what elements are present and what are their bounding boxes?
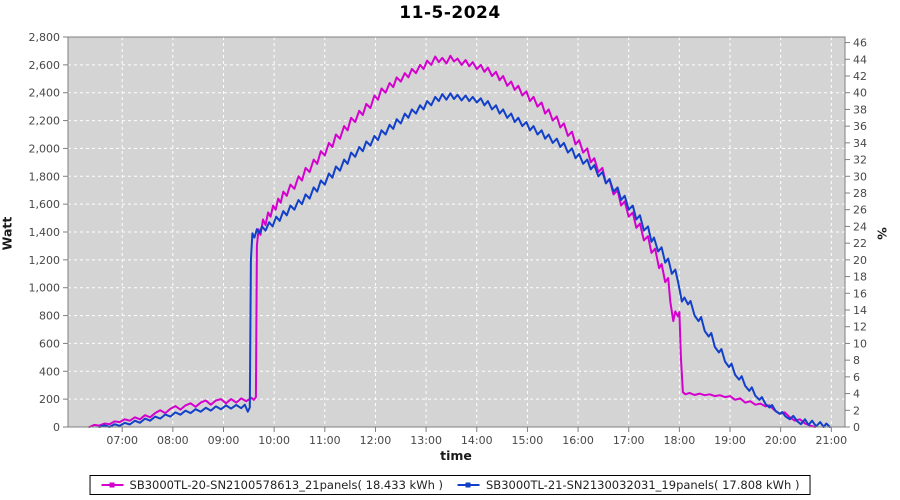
svg-text:18: 18	[853, 271, 867, 284]
svg-text:2,600: 2,600	[29, 59, 61, 72]
svg-text:2,000: 2,000	[29, 142, 61, 155]
svg-text:8: 8	[853, 354, 860, 367]
svg-text:600: 600	[39, 337, 60, 350]
svg-text:1,200: 1,200	[29, 254, 61, 267]
svg-text:1,800: 1,800	[29, 170, 61, 183]
svg-text:28: 28	[853, 187, 867, 200]
svg-text:16: 16	[853, 287, 867, 300]
svg-text:400: 400	[39, 365, 60, 378]
svg-text:16:00: 16:00	[562, 434, 594, 447]
svg-text:2,200: 2,200	[29, 115, 61, 128]
svg-text:22: 22	[853, 237, 867, 250]
svg-text:07:00: 07:00	[106, 434, 138, 447]
svg-text:4: 4	[853, 388, 860, 401]
series1-line-marker-icon	[101, 482, 124, 488]
svg-text:26: 26	[853, 204, 867, 217]
svg-text:46: 46	[853, 37, 867, 50]
svg-text:38: 38	[853, 103, 867, 116]
svg-text:36: 36	[853, 120, 867, 133]
svg-text:2,800: 2,800	[29, 31, 61, 44]
svg-text:0: 0	[53, 421, 60, 434]
y-axis-label-watt: Watt	[0, 216, 15, 251]
svg-text:11:00: 11:00	[309, 434, 341, 447]
svg-text:42: 42	[853, 70, 867, 83]
chart-title: 11-5-2024	[399, 3, 501, 23]
legend-label-series2: SB3000TL-21-SN2130032031_19panels( 17.80…	[486, 478, 800, 492]
svg-text:17:00: 17:00	[613, 434, 645, 447]
svg-text:2,400: 2,400	[29, 87, 61, 100]
svg-text:34: 34	[853, 137, 867, 150]
svg-text:10:00: 10:00	[258, 434, 290, 447]
svg-text:13:00: 13:00	[410, 434, 442, 447]
svg-text:6: 6	[853, 371, 860, 384]
svg-text:15:00: 15:00	[512, 434, 544, 447]
svg-text:1,400: 1,400	[29, 226, 61, 239]
legend-label-series1: SB3000TL-20-SN2100578613_21panels( 18.43…	[129, 478, 443, 492]
svg-text:14:00: 14:00	[461, 434, 493, 447]
svg-text:19:00: 19:00	[714, 434, 746, 447]
svg-text:14: 14	[853, 304, 867, 317]
legend-item-series1: SB3000TL-20-SN2100578613_21panels( 18.43…	[101, 478, 443, 492]
svg-text:21:00: 21:00	[815, 434, 847, 447]
svg-text:30: 30	[853, 170, 867, 183]
svg-text:1,000: 1,000	[29, 282, 61, 295]
svg-text:08:00: 08:00	[157, 434, 189, 447]
svg-text:20: 20	[853, 254, 867, 267]
svg-text:2: 2	[853, 404, 860, 417]
svg-text:40: 40	[853, 87, 867, 100]
series2-line-marker-icon	[458, 482, 480, 488]
svg-text:12:00: 12:00	[360, 434, 392, 447]
svg-text:44: 44	[853, 53, 867, 66]
svg-text:09:00: 09:00	[208, 434, 240, 447]
legend-box: SB3000TL-20-SN2100578613_21panels( 18.43…	[89, 475, 811, 495]
y-axis-label-percent: %	[874, 227, 890, 240]
svg-text:20:00: 20:00	[765, 434, 797, 447]
legend-item-series2: SB3000TL-21-SN2130032031_19panels( 17.80…	[457, 478, 799, 492]
svg-text:18:00: 18:00	[664, 434, 696, 447]
svg-text:1,600: 1,600	[29, 198, 61, 211]
svg-text:12: 12	[853, 321, 867, 334]
svg-text:10: 10	[853, 337, 867, 350]
svg-text:0: 0	[853, 421, 860, 434]
svg-text:200: 200	[39, 393, 60, 406]
x-axis-label-time: time	[440, 448, 472, 463]
svg-text:800: 800	[39, 310, 60, 323]
svg-text:32: 32	[853, 154, 867, 167]
svg-text:24: 24	[853, 220, 867, 233]
